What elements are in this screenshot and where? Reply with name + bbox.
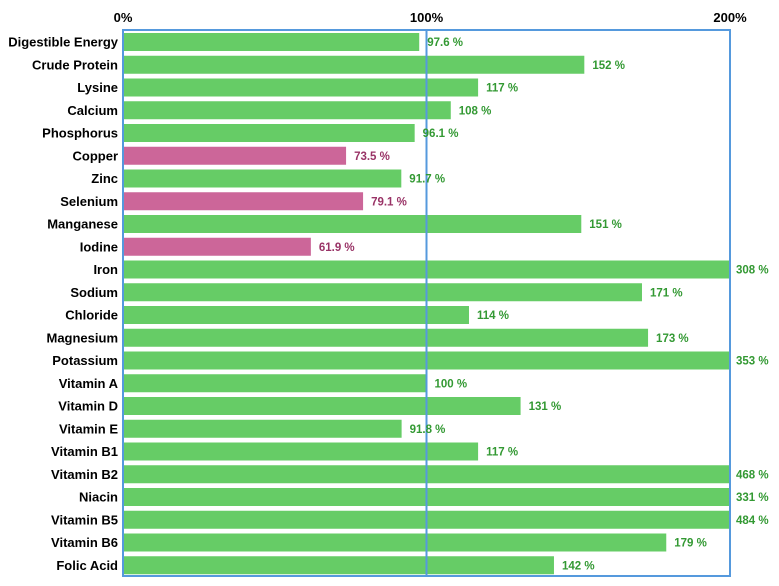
axis-tick-label: 0% <box>114 10 133 25</box>
bar-chloride <box>123 306 469 324</box>
bar-iodine <box>123 237 311 256</box>
category-label: Crude Protein <box>32 57 118 72</box>
bar-sodium <box>123 283 642 302</box>
category-label: Manganese <box>47 217 118 232</box>
bar-lysine <box>123 78 479 97</box>
category-label: Sodium <box>70 285 118 300</box>
category-label: Lysine <box>77 80 118 95</box>
category-label: Vitamin D <box>58 399 118 414</box>
value-label: 97.6 % <box>427 37 463 49</box>
bar-folic-acid <box>123 556 554 575</box>
axis-tick-label: 100% <box>410 10 444 25</box>
text-layer: 0% 100% 200% Digestible Energy 97.6 % Crude P… <box>8 10 768 573</box>
value-label: 353 % <box>736 356 769 368</box>
value-label: 117 % <box>486 83 518 95</box>
value-label: 61.9 % <box>319 242 355 254</box>
value-label: 108 % <box>459 105 492 117</box>
category-label: Iron <box>93 262 118 277</box>
value-label: 179 % <box>674 538 707 550</box>
category-label: Copper <box>73 148 119 163</box>
category-label: Iodine <box>80 239 118 254</box>
category-label: Zinc <box>91 171 118 186</box>
grid-layer <box>122 29 731 577</box>
bars-layer <box>123 33 730 575</box>
category-label: Vitamin B6 <box>51 535 118 550</box>
category-label: Digestible Energy <box>8 35 119 50</box>
bar-vitamin-e <box>123 419 402 438</box>
category-label: Vitamin B2 <box>51 467 118 482</box>
bar-magnesium <box>123 328 649 347</box>
value-label: 91.8 % <box>410 424 446 436</box>
bar-vitamin-d <box>123 397 521 415</box>
value-label: 468 % <box>736 469 769 481</box>
bar-zinc <box>123 169 402 188</box>
value-label: 114 % <box>477 310 509 322</box>
category-label: Vitamin A <box>59 376 119 391</box>
bar-vitamin-b1 <box>123 442 479 461</box>
category-label: Selenium <box>60 194 118 209</box>
bar-phosphorus <box>123 124 415 142</box>
value-label: 73.5 % <box>354 151 390 163</box>
category-label: Phosphorus <box>42 126 118 141</box>
value-label: 331 % <box>736 492 769 504</box>
category-label: Calcium <box>67 103 118 118</box>
category-label: Vitamin E <box>59 421 118 436</box>
category-label: Magnesium <box>46 330 118 345</box>
value-label: 171 % <box>650 287 683 299</box>
category-label: Niacin <box>79 490 118 505</box>
value-label: 91.7 % <box>409 174 445 186</box>
bar-digestible-energy <box>123 33 420 51</box>
category-label: Vitamin B1 <box>51 444 118 459</box>
value-label: 100 % <box>435 378 468 390</box>
bar-vitamin-b6 <box>123 533 667 552</box>
value-label: 142 % <box>562 560 595 572</box>
value-label: 96.1 % <box>423 128 459 140</box>
category-label: Potassium <box>52 353 118 368</box>
value-label: 131 % <box>529 401 562 413</box>
value-label: 484 % <box>736 515 769 527</box>
bar-calcium <box>123 101 451 120</box>
axis-tick-label: 200% <box>713 10 747 25</box>
category-label: Vitamin B5 <box>51 512 118 527</box>
category-label: Folic Acid <box>56 558 118 573</box>
value-label: 79.1 % <box>371 196 407 208</box>
bar-vitamin-a <box>123 374 427 393</box>
value-label: 173 % <box>656 333 689 345</box>
category-label: Chloride <box>65 308 118 323</box>
bar-copper <box>123 146 347 165</box>
value-label: 151 % <box>589 219 622 231</box>
bar-crude-protein <box>123 55 585 74</box>
bar-manganese <box>123 215 582 233</box>
value-label: 152 % <box>592 60 625 72</box>
plot-frame <box>122 29 731 577</box>
value-label: 308 % <box>736 265 769 277</box>
bar-selenium <box>123 192 364 211</box>
value-label: 117 % <box>486 447 518 459</box>
